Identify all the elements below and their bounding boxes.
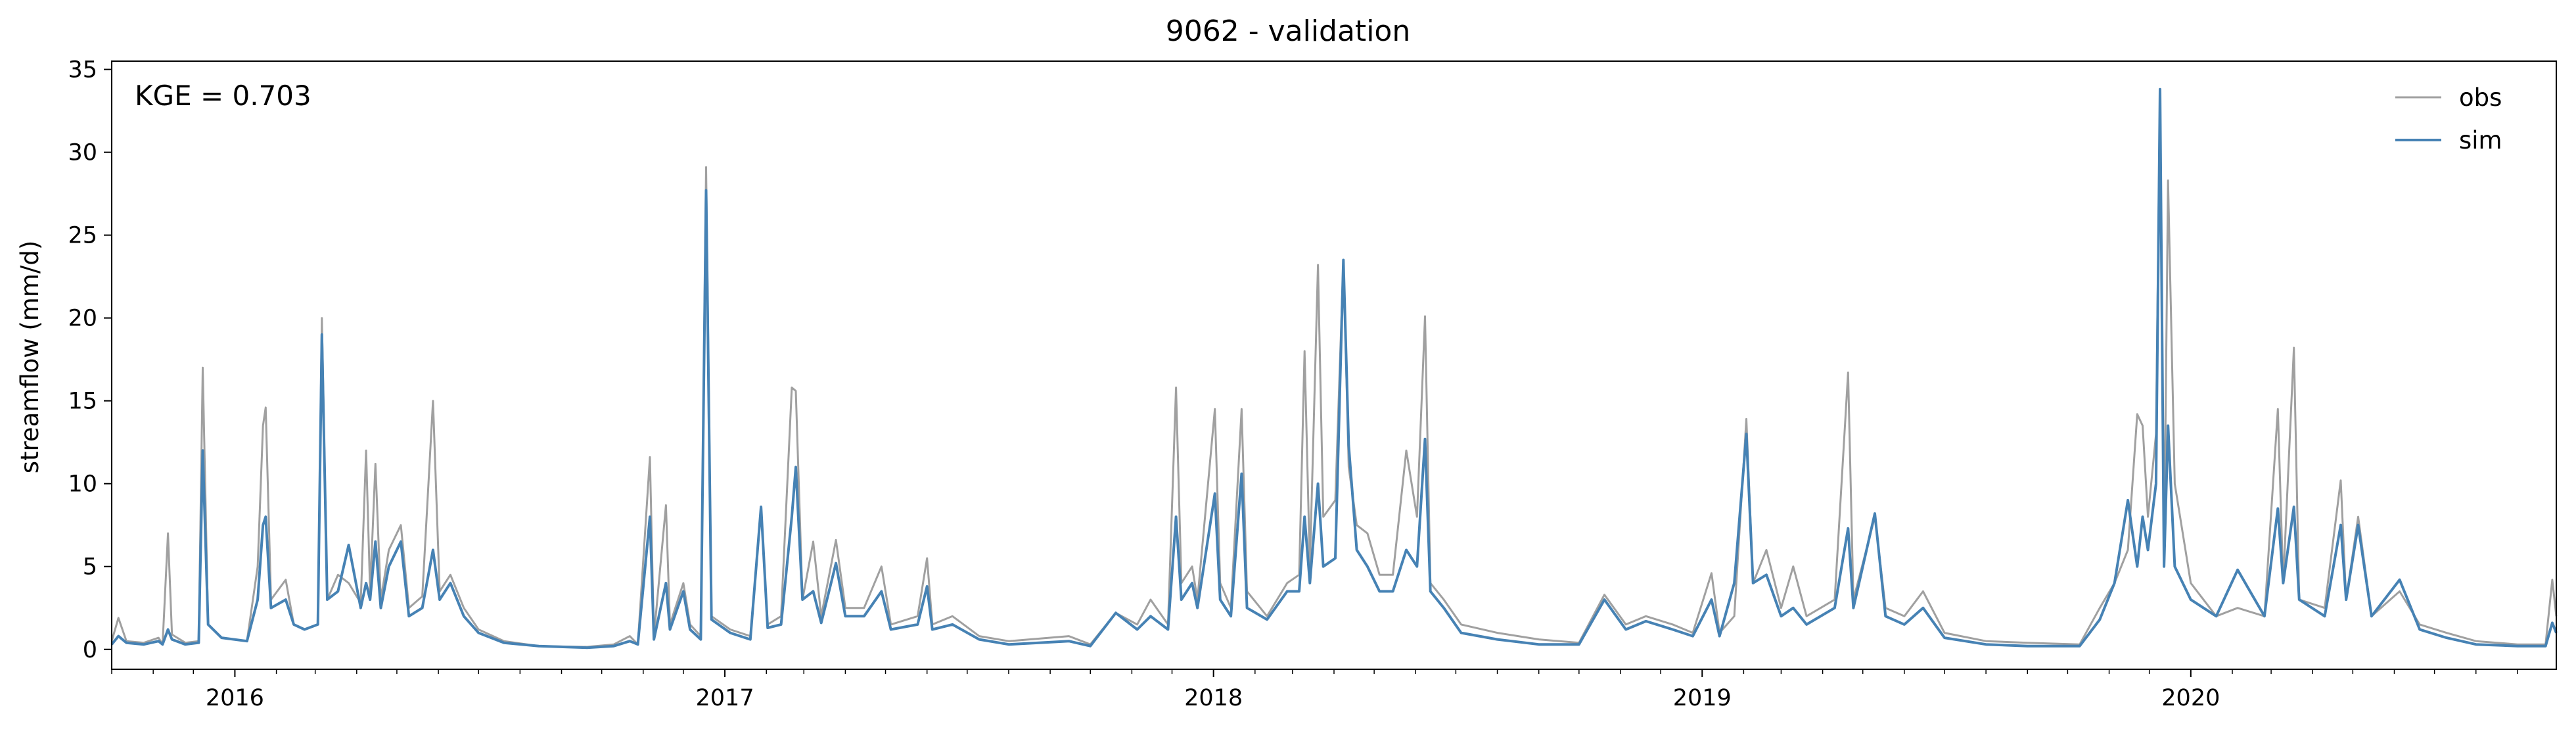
y-tick-label: 35 bbox=[68, 57, 97, 83]
legend-label-sim: sim bbox=[2459, 126, 2502, 154]
y-axis-title: streamflow (mm/d) bbox=[16, 241, 44, 474]
y-tick-label: 20 bbox=[68, 306, 97, 332]
y-tick-label: 15 bbox=[68, 389, 97, 415]
x-tick-label: 2020 bbox=[2161, 685, 2220, 711]
x-axis: 2016 2017 2018 2019 2020 bbox=[111, 669, 2518, 711]
legend: obs sim bbox=[2395, 83, 2502, 154]
x-tick-label: 2019 bbox=[1673, 685, 1732, 711]
y-tick-label: 0 bbox=[83, 637, 97, 663]
y-tick-label: 25 bbox=[68, 223, 97, 249]
y-tick-label: 30 bbox=[68, 140, 97, 166]
x-tick-label: 2018 bbox=[1184, 685, 1243, 711]
kge-annotation: KGE = 0.703 bbox=[135, 80, 311, 112]
chart-title: 9062 - validation bbox=[1166, 14, 1410, 48]
x-tick-label: 2017 bbox=[696, 685, 754, 711]
legend-label-obs: obs bbox=[2459, 83, 2502, 112]
plot-frame bbox=[111, 60, 2557, 670]
series-line-sim bbox=[110, 87, 2558, 650]
y-axis: 0 5 10 15 20 25 30 35 bbox=[68, 57, 112, 663]
x-tick-label: 2016 bbox=[206, 685, 264, 711]
y-tick-label: 10 bbox=[68, 471, 97, 498]
plot-lines bbox=[110, 87, 2558, 650]
y-tick-label: 5 bbox=[83, 554, 97, 581]
